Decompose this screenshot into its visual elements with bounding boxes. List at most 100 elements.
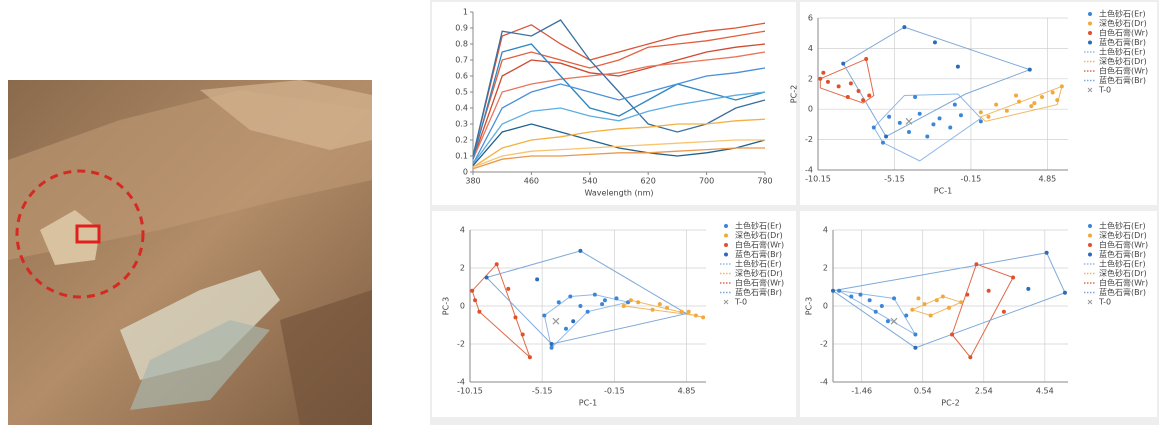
point	[858, 293, 862, 297]
point	[881, 141, 885, 145]
x-tick-label: -5.15	[884, 175, 905, 184]
point	[941, 295, 945, 299]
legend-label: T-0	[734, 298, 747, 307]
point	[564, 327, 568, 331]
legend-label: 白色石膏(Wr)	[1099, 28, 1148, 38]
legend-marker	[1088, 31, 1092, 35]
point	[568, 295, 572, 299]
legend-label: 蓝色石膏(Br)	[735, 249, 782, 259]
point	[473, 298, 477, 302]
point	[600, 302, 604, 306]
point	[948, 125, 952, 129]
point	[913, 333, 917, 337]
point	[959, 113, 963, 117]
x-tick-label: -10.15	[805, 175, 831, 184]
point	[947, 306, 951, 310]
x-tick-label: 780	[757, 177, 772, 186]
point	[578, 249, 582, 253]
y-tick-label: 0	[463, 168, 468, 177]
point	[968, 355, 972, 359]
legend-marker	[1088, 234, 1092, 238]
point	[586, 310, 590, 314]
point	[872, 125, 876, 129]
y-axis-label: PC-2	[790, 85, 799, 103]
point	[846, 95, 850, 99]
point	[904, 314, 908, 318]
point	[1014, 94, 1018, 98]
point	[861, 98, 865, 102]
legend-label: 白色石膏(Wr)	[1099, 240, 1148, 250]
point	[513, 315, 517, 319]
point	[615, 296, 619, 300]
point	[651, 308, 655, 312]
point	[1005, 109, 1009, 113]
point	[1011, 276, 1015, 280]
x-tick-label: 2.54	[975, 387, 993, 396]
point	[956, 65, 960, 69]
point	[959, 300, 963, 304]
point	[938, 116, 942, 120]
point	[571, 319, 575, 323]
point	[849, 81, 853, 85]
point	[857, 89, 861, 93]
legend-label: 蓝色石膏(Br)	[1099, 287, 1146, 297]
point	[880, 304, 884, 308]
legend-label: 蓝色石膏(Br)	[1099, 249, 1146, 259]
legend-marker	[1088, 243, 1092, 247]
point	[665, 306, 669, 310]
y-tick-label: -2	[457, 340, 465, 349]
point	[849, 295, 853, 299]
legend-label: T-0	[1098, 86, 1111, 95]
y-tick-label: -4	[805, 166, 813, 175]
point	[994, 103, 998, 107]
y-tick-label: -2	[805, 135, 813, 144]
legend-label: 深色砂石(Dr)	[1099, 230, 1147, 240]
x-axis-label: PC-1	[579, 399, 597, 408]
legend-marker	[724, 234, 728, 238]
x-axis-label: PC-1	[934, 187, 952, 196]
point	[1051, 90, 1055, 94]
y-tick-label: 0.6	[455, 72, 468, 81]
legend-label: 白色石膏(Wr)	[1099, 66, 1148, 76]
point	[916, 296, 920, 300]
y-tick-label: 0.3	[455, 120, 468, 129]
x-tick-label: -5.15	[532, 387, 553, 396]
x-tick-label: -0.15	[961, 175, 982, 184]
figure: 00.10.20.30.40.50.60.70.80.9138046054062…	[0, 0, 1159, 425]
point	[821, 71, 825, 75]
y-tick-label: 4	[808, 44, 813, 53]
x-tick-label: 700	[699, 177, 714, 186]
y-tick-label: 0	[808, 105, 813, 114]
point	[550, 342, 554, 346]
point	[987, 289, 991, 293]
point	[831, 289, 835, 293]
point	[826, 80, 830, 84]
point	[495, 262, 499, 266]
legend-label: 土色砂石(Er)	[1099, 9, 1146, 19]
legend-label: 深色砂石(Dr)	[735, 230, 783, 240]
point	[535, 277, 539, 281]
point	[902, 25, 906, 29]
photo	[8, 80, 372, 425]
x-tick-label: 4.85	[678, 387, 696, 396]
point	[884, 135, 888, 139]
x-tick-label: -1.46	[851, 387, 872, 396]
point	[931, 122, 935, 126]
legend-label: 土色砂石(Er)	[735, 221, 782, 231]
point	[550, 346, 554, 350]
legend-label: 深色砂石(Dr)	[735, 268, 783, 278]
point	[886, 319, 890, 323]
x-tick-label: 460	[524, 177, 539, 186]
point	[636, 300, 640, 304]
point	[864, 57, 868, 61]
point	[913, 346, 917, 350]
point	[818, 77, 822, 81]
y-tick-label: -4	[457, 378, 465, 387]
point	[910, 308, 914, 312]
y-tick-label: 0.4	[455, 104, 468, 113]
point	[907, 130, 911, 134]
x-axis-label: Wavelength (nm)	[584, 189, 653, 198]
legend-label: 蓝色石膏(Br)	[1099, 75, 1146, 85]
legend-marker	[1088, 12, 1092, 16]
point	[1055, 98, 1059, 102]
